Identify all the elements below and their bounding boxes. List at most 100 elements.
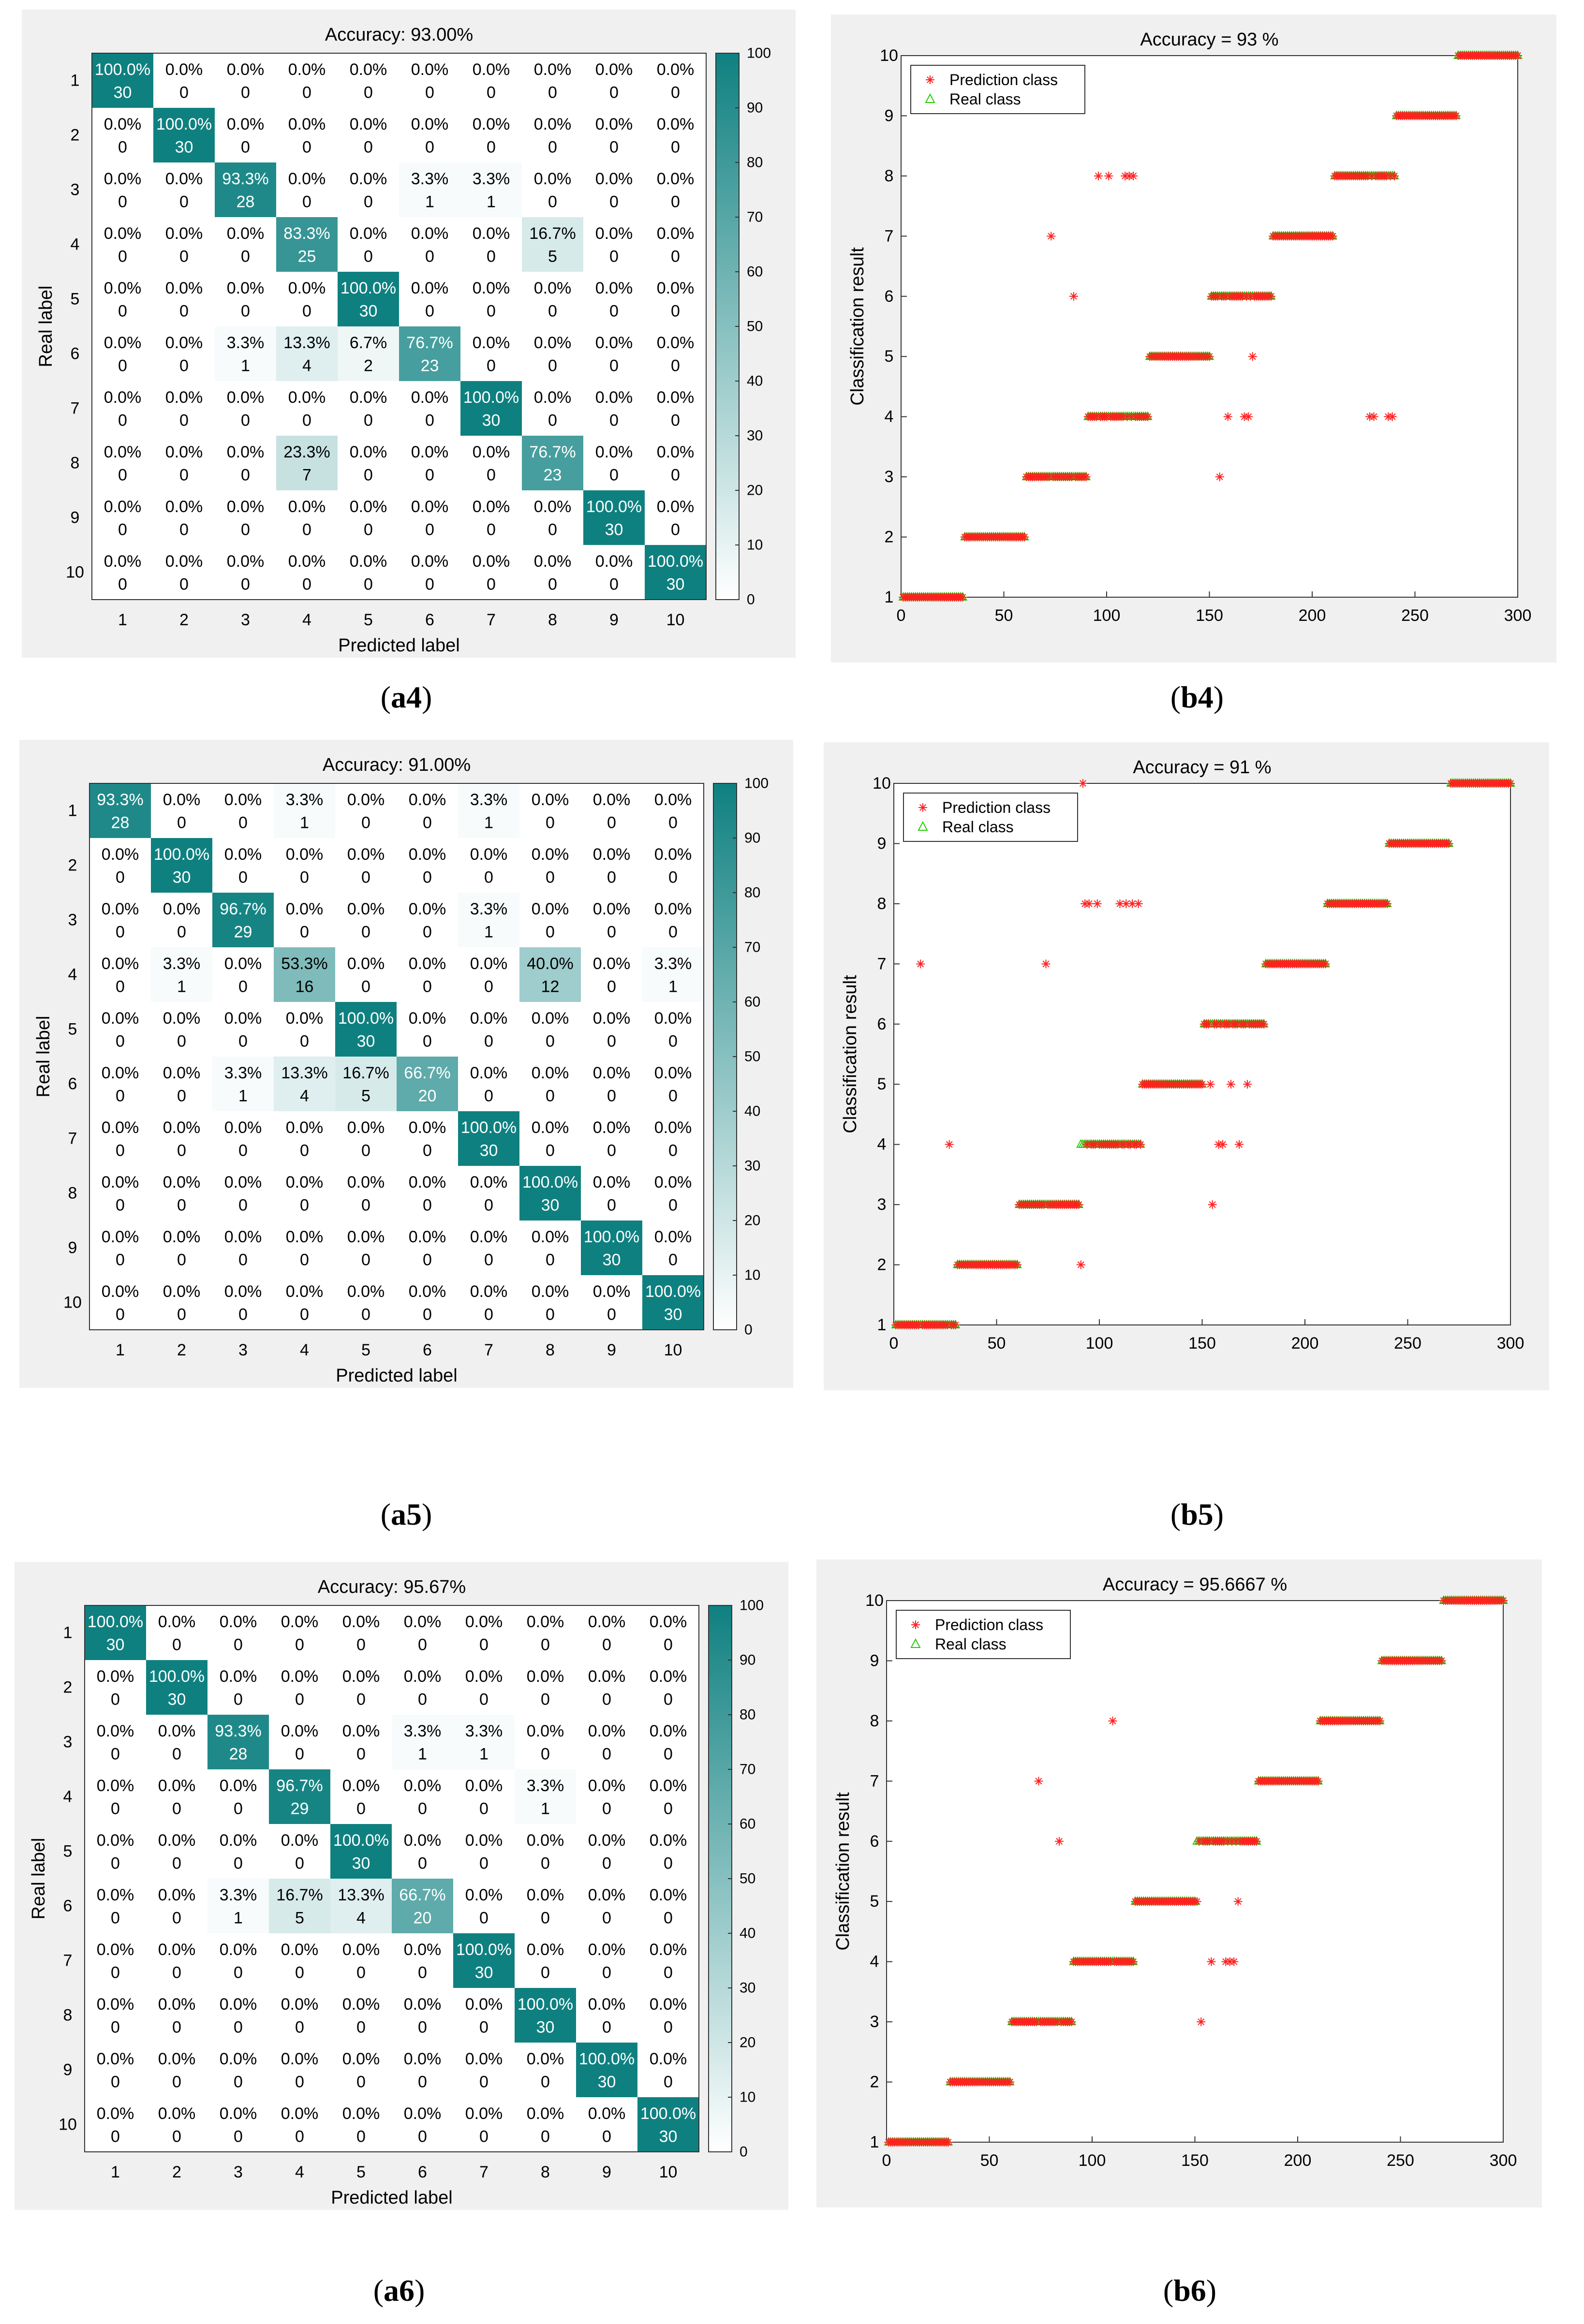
- cell-count: 0: [484, 1305, 493, 1324]
- matrix-cell: [637, 1715, 699, 1769]
- cell-percent: 0.0%: [104, 115, 142, 133]
- cell-percent: 0.0%: [342, 1777, 380, 1795]
- cell-percent: 0.0%: [347, 1118, 385, 1137]
- prediction-marker: [1081, 472, 1091, 482]
- matrix-cell: [397, 1275, 458, 1330]
- cell-percent: 0.0%: [465, 2104, 503, 2123]
- cell-count: 1: [668, 977, 678, 996]
- matrix-cell: [583, 436, 645, 490]
- cell-percent: 0.0%: [158, 1831, 196, 1850]
- cell-percent: 96.7%: [276, 1777, 323, 1795]
- matrix-cell: [397, 1002, 458, 1057]
- cell-percent: 0.0%: [102, 1228, 139, 1246]
- matrix-cell: [392, 1824, 453, 1879]
- scatter-plot-svg: Accuracy = 95.6667 % 0 50 100 150 200 250 300 1 2…: [816, 1559, 1542, 2207]
- matrix-cell: [269, 1824, 330, 1879]
- cell-count: 30: [536, 2018, 555, 2036]
- cell-percent: 3.3%: [220, 1886, 257, 1904]
- row-tick-label: 3: [71, 181, 80, 199]
- matrix-cell: [269, 1715, 330, 1769]
- cell-percent: 3.3%: [224, 1064, 262, 1082]
- chart-title: Accuracy: 95.67%: [318, 1577, 466, 1597]
- matrix-cell: [397, 1111, 458, 1166]
- matrix-cell: [637, 1769, 699, 1824]
- cell-percent: 0.0%: [470, 845, 508, 864]
- cell-count: 0: [111, 1690, 120, 1708]
- prediction-marker: [1383, 899, 1392, 908]
- cell-count: 0: [234, 1854, 243, 1872]
- cell-count: 0: [295, 1854, 304, 1872]
- cell-percent: 0.0%: [104, 552, 142, 571]
- cell-percent: 0.0%: [350, 388, 387, 407]
- cell-count: 0: [116, 1141, 125, 1160]
- matrix-cell: [581, 838, 642, 893]
- matrix-cell: [153, 490, 215, 545]
- cell-percent: 0.0%: [473, 552, 510, 571]
- legend-box: [903, 793, 1078, 842]
- row-tick-label: 1: [63, 1624, 73, 1642]
- matrix-cell: [576, 1605, 637, 1660]
- cell-count: 0: [602, 1690, 611, 1708]
- row-tick-label: 5: [71, 290, 80, 309]
- cell-count: 1: [487, 192, 496, 211]
- cell-percent: 0.0%: [473, 115, 510, 133]
- cell-percent: 0.0%: [104, 498, 142, 516]
- cell-count: 0: [116, 977, 125, 996]
- colorbar-tick-label: 0: [740, 2144, 748, 2160]
- cell-count: 0: [479, 1854, 489, 1872]
- matrix-cell: [89, 1002, 151, 1057]
- matrix-cell: [335, 1057, 397, 1111]
- cell-count: 0: [671, 356, 680, 375]
- matrix-cell: [274, 838, 335, 893]
- matrix-cell: [581, 1057, 642, 1111]
- prediction-marker: [1376, 1716, 1384, 1725]
- cell-percent: 3.3%: [465, 1722, 503, 1740]
- cell-count: 0: [602, 2127, 611, 2146]
- chart-title: Accuracy = 93 %: [1140, 29, 1278, 50]
- x-tick-label: 0: [889, 1334, 899, 1353]
- matrix-cell: [212, 838, 274, 893]
- cell-count: 0: [356, 2073, 366, 2091]
- col-tick-label: 2: [177, 1341, 186, 1359]
- matrix-cell: [276, 326, 338, 381]
- row-tick-label: 6: [63, 1897, 73, 1915]
- cell-percent: 0.0%: [404, 1831, 442, 1850]
- prediction-marker: [1267, 292, 1275, 301]
- cell-count: 0: [179, 302, 189, 320]
- cell-percent: 0.0%: [465, 1886, 503, 1904]
- cell-count: 0: [111, 1799, 120, 1818]
- cell-percent: 0.0%: [158, 2050, 196, 2068]
- row-tick-label: 5: [63, 1842, 73, 1861]
- misclassified-marker: [1041, 959, 1051, 969]
- matrix-cell: [207, 1824, 269, 1879]
- matrix-cell: [581, 1275, 642, 1330]
- col-tick-label: 5: [356, 2163, 366, 2181]
- cell-percent: 0.0%: [650, 2050, 687, 2068]
- matrix-cell: [522, 272, 583, 326]
- cell-percent: 0.0%: [227, 279, 265, 297]
- x-tick-label: 0: [882, 2151, 891, 2170]
- matrix-cell: [642, 1275, 704, 1330]
- cell-percent: 0.0%: [411, 115, 449, 133]
- cell-count: 0: [425, 466, 434, 484]
- matrix-cell: [89, 893, 151, 947]
- matrix-cell: [522, 162, 583, 217]
- matrix-cell: [453, 1879, 515, 1933]
- cell-percent: 0.0%: [224, 1173, 262, 1191]
- cell-count: 0: [177, 1305, 186, 1324]
- cell-count: 0: [418, 1690, 427, 1708]
- cell-percent: 0.0%: [347, 1173, 385, 1191]
- cell-percent: 0.0%: [288, 498, 326, 516]
- cell-count: 0: [541, 1909, 550, 1927]
- cell-percent: 0.0%: [224, 1282, 262, 1301]
- y-tick-label: 9: [885, 106, 894, 125]
- cell-count: 1: [238, 1087, 248, 1105]
- y-tick-label: 6: [877, 1015, 887, 1033]
- cell-percent: 100.0%: [149, 1667, 205, 1686]
- cell-percent: 0.0%: [650, 1831, 687, 1850]
- matrix-cell: [85, 2043, 146, 2097]
- cell-percent: 0.0%: [534, 388, 572, 407]
- prediction-marker: [1252, 1837, 1261, 1846]
- cell-count: 4: [300, 1087, 309, 1105]
- cell-count: 0: [671, 192, 680, 211]
